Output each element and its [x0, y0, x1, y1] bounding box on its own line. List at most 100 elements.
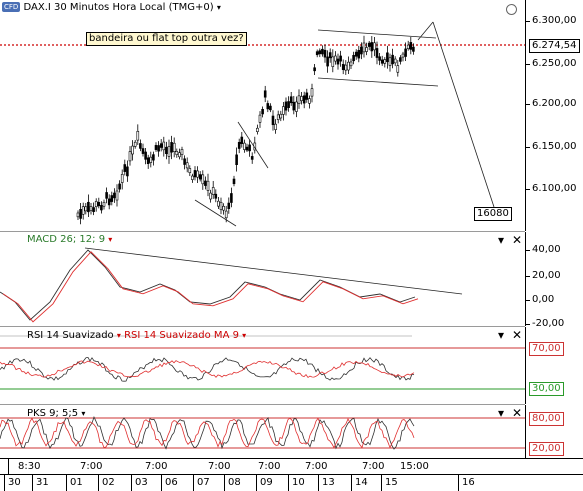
annotation-note[interactable]: bandeira ou flat top outra vez?: [86, 32, 247, 46]
rsi-chart: [0, 335, 525, 390]
candle-body: [113, 192, 116, 199]
chevron-down-icon[interactable]: ▾: [242, 331, 247, 340]
candle-body: [315, 51, 319, 56]
chevron-down-icon[interactable]: ▾: [81, 409, 86, 418]
candle-body: [126, 166, 129, 177]
candle-body: [310, 88, 314, 97]
candle-body: [321, 48, 324, 55]
candle-body: [110, 195, 114, 202]
candle-body: [115, 190, 119, 201]
time-label: 7:00: [305, 461, 328, 472]
candle-body: [357, 49, 361, 59]
target-price-label: 16080: [474, 207, 512, 221]
date-label: 02: [102, 477, 115, 488]
candle-body: [217, 200, 220, 207]
candle-body: [175, 151, 179, 156]
time-axis[interactable]: 8:30 7:00 7:00 7:00 7:00 7:00 7:00 15:00: [0, 458, 583, 475]
candle-body: [105, 192, 108, 199]
price-tick: 6.200,00: [526, 98, 577, 109]
candle-body: [237, 141, 241, 149]
chevron-down-icon[interactable]: ▾: [116, 331, 121, 340]
candle-body: [349, 61, 353, 67]
candle-body: [146, 157, 150, 165]
candle-body: [401, 53, 405, 58]
macd-signal-line: [2, 251, 419, 323]
pane-settings-icon[interactable]: ▾: [498, 406, 505, 420]
candle-body: [201, 174, 205, 185]
candle-body: [276, 114, 280, 120]
candle-body: [347, 61, 350, 71]
chevron-down-icon[interactable]: ▾: [108, 235, 113, 244]
candle-body: [165, 146, 168, 155]
flag-lower-line: [317, 77, 439, 87]
candle-body: [131, 145, 134, 155]
candle-body: [157, 145, 160, 152]
date-axis[interactable]: 30 31 01 02 03 06 07 08 09 10 13 14 15 16: [0, 474, 583, 491]
candle-body: [222, 205, 225, 211]
candle-body: [191, 175, 194, 180]
candle-body: [302, 95, 306, 104]
rsi-pane[interactable]: RSI 14 Suavizado ▾ RSI 14 Suavizado MA 9…: [0, 327, 525, 405]
pane-settings-icon[interactable]: ▾: [498, 233, 505, 247]
settings-icon[interactable]: [506, 4, 517, 15]
candle-body: [107, 198, 111, 206]
trendline: [194, 199, 237, 227]
candle-body: [240, 136, 244, 144]
candle-body: [292, 101, 296, 111]
instrument-name[interactable]: DAX.I: [23, 2, 51, 13]
pane-settings-icon[interactable]: ▾: [498, 328, 505, 342]
candle-body: [149, 156, 153, 163]
price-pane[interactable]: CFD DAX.I 30 Minutos Hora Local (TMG+0) …: [0, 0, 525, 232]
macd-title[interactable]: MACD 26; 12; 9 ▾: [27, 234, 113, 245]
macd-pane[interactable]: MACD 26; 12; 9 ▾ ▾ ✕: [0, 232, 525, 327]
candle-body: [245, 146, 249, 151]
candle-body: [243, 142, 246, 150]
pks-title[interactable]: PKS 9; 5;5 ▾: [27, 408, 86, 419]
close-icon[interactable]: ✕: [512, 233, 523, 247]
pks-pane[interactable]: PKS 9; 5;5 ▾ ▾ ✕: [0, 405, 525, 459]
candle-body: [295, 101, 298, 112]
macd-axis: 40,00 20,00 0,00 -20,00: [525, 232, 583, 329]
candle-body: [266, 103, 270, 110]
candle-body: [211, 187, 215, 195]
candle-body: [180, 149, 184, 155]
candle-body: [412, 46, 415, 52]
candle-body: [204, 180, 207, 186]
candle-body: [188, 168, 192, 173]
candle-body: [198, 174, 202, 180]
timezone-label[interactable]: Hora Local (TMG+0): [112, 2, 214, 13]
candle-body: [79, 209, 82, 219]
candle-body: [362, 42, 366, 53]
macd-tick: 20,00: [526, 270, 561, 281]
date-label: 31: [36, 477, 49, 488]
candle-body: [230, 193, 233, 203]
candle-body: [123, 164, 127, 172]
price-tick: 6.150,00: [526, 141, 577, 152]
close-icon[interactable]: ✕: [512, 406, 523, 420]
candle-body: [81, 206, 85, 215]
date-label: 03: [135, 477, 148, 488]
date-label: 13: [322, 477, 335, 488]
chevron-down-icon[interactable]: ▾: [216, 3, 221, 12]
candle-body: [224, 210, 228, 219]
period-label[interactable]: 30 Minutos: [54, 2, 110, 13]
candle-body: [89, 206, 93, 211]
candle-body: [367, 42, 371, 47]
candle-body: [308, 98, 311, 104]
candle-body: [287, 101, 290, 108]
price-axis: 6.300,00 6.250,00 6.200,00 6.150,00 6.10…: [525, 0, 583, 231]
candle-body: [178, 152, 181, 158]
close-icon[interactable]: ✕: [512, 328, 523, 342]
time-label: 7:00: [362, 461, 385, 472]
rsi-title[interactable]: RSI 14 Suavizado ▾ RSI 14 Suavizado MA 9…: [27, 330, 247, 341]
candle-body: [76, 212, 80, 218]
candle-body: [274, 123, 277, 130]
candle-body: [406, 44, 410, 49]
candle-body: [235, 154, 238, 165]
price-tick: 6.250,00: [526, 58, 577, 69]
date-label: 10: [292, 477, 305, 488]
candle-body: [92, 207, 95, 213]
candle-body: [84, 206, 88, 212]
candle-body: [185, 162, 189, 169]
date-label: 14: [355, 477, 368, 488]
